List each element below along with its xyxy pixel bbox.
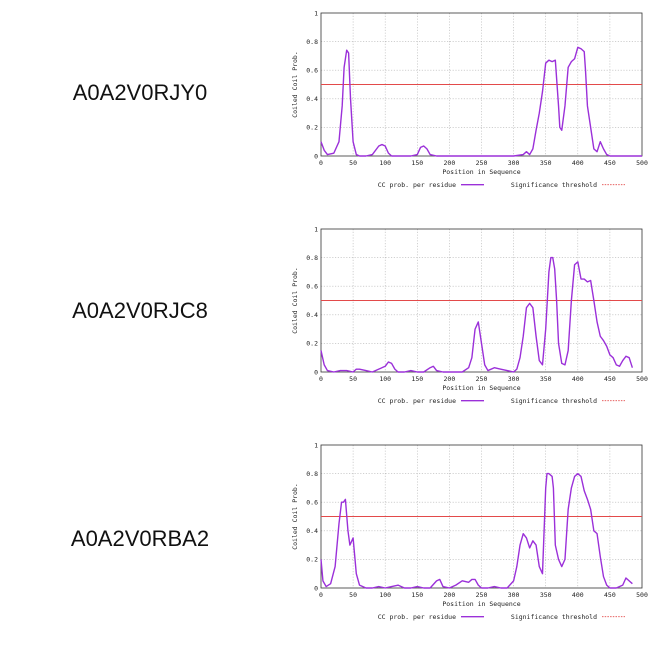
x-tick-label: 450 xyxy=(604,591,616,599)
y-tick-label: 1 xyxy=(314,441,318,449)
legend-label-threshold: Significance threshold xyxy=(511,613,597,621)
y-tick-label: 0 xyxy=(314,368,318,376)
x-tick-label: 250 xyxy=(476,159,488,167)
x-tick-label: 400 xyxy=(572,375,584,383)
x-tick-label: 450 xyxy=(604,159,616,167)
y-axis-title: Coiled Coil Prob. xyxy=(291,483,299,550)
y-tick-label: 0.8 xyxy=(306,254,318,262)
x-tick-label: 0 xyxy=(319,159,323,167)
x-tick-label: 500 xyxy=(636,159,648,167)
coiled-coil-chart: 0 50 100 150 200 250 300 350 400 450 500 0 0.2 0.4 0.6… xyxy=(291,441,648,621)
y-tick-label: 0.2 xyxy=(306,340,318,348)
x-tick-label: 100 xyxy=(379,159,391,167)
x-tick-label: 400 xyxy=(572,591,584,599)
legend-label-cc-prob: CC prob. per residue xyxy=(378,397,456,405)
x-tick-label: 300 xyxy=(508,375,520,383)
y-tick-label: 0.2 xyxy=(306,556,318,564)
legend-label-threshold: Significance threshold xyxy=(511,181,597,189)
x-tick-label: 150 xyxy=(411,159,423,167)
x-tick-label: 150 xyxy=(411,591,423,599)
x-tick-label: 450 xyxy=(604,375,616,383)
x-axis-title: Position in Sequence xyxy=(442,168,520,176)
legend-label-cc-prob: CC prob. per residue xyxy=(378,181,456,189)
x-tick-label: 200 xyxy=(444,375,456,383)
y-axis-title: Coiled Coil Prob. xyxy=(291,267,299,334)
x-tick-label: 150 xyxy=(411,375,423,383)
y-tick-label: 0.6 xyxy=(306,499,318,507)
y-axis-title: Coiled Coil Prob. xyxy=(291,51,299,118)
x-tick-label: 50 xyxy=(349,375,357,383)
chart-panel: A0A2V0RBA2 0 50 100 150 200 250 300 350 400 450 500… xyxy=(0,432,651,648)
x-tick-label: 0 xyxy=(319,591,323,599)
y-tick-label: 0.2 xyxy=(306,124,318,132)
y-tick-label: 0.8 xyxy=(306,38,318,46)
cc-probability-series-line xyxy=(320,46,642,157)
x-tick-label: 350 xyxy=(540,591,552,599)
protein-id-label: A0A2V0RJC8 xyxy=(72,298,208,323)
x-tick-label: 100 xyxy=(379,591,391,599)
cc-probability-series-line xyxy=(320,472,633,589)
y-tick-label: 0.4 xyxy=(306,311,318,319)
x-tick-label: 300 xyxy=(508,591,520,599)
y-tick-label: 0.6 xyxy=(306,283,318,291)
y-tick-label: 0 xyxy=(314,152,318,160)
protein-id-label: A0A2V0RJY0 xyxy=(72,80,208,105)
x-axis-title: Position in Sequence xyxy=(442,600,520,608)
x-tick-label: 400 xyxy=(572,159,584,167)
x-axis-title: Position in Sequence xyxy=(442,384,520,392)
x-tick-label: 100 xyxy=(379,375,391,383)
y-tick-label: 0.4 xyxy=(306,527,318,535)
y-tick-label: 0 xyxy=(314,584,318,592)
x-tick-label: 50 xyxy=(349,159,357,167)
cc-probability-series-line xyxy=(320,256,634,373)
chart-panel: A0A2V0RJC8 0 50 100 150 200 250 300 350 400 450 500… xyxy=(0,216,651,432)
y-tick-label: 1 xyxy=(314,9,318,17)
x-tick-label: 500 xyxy=(636,375,648,383)
y-tick-label: 0.4 xyxy=(306,95,318,103)
y-tick-label: 1 xyxy=(314,225,318,233)
protein-id-label: A0A2V0RBA2 xyxy=(70,526,210,551)
x-tick-label: 300 xyxy=(508,159,520,167)
x-tick-label: 500 xyxy=(636,591,648,599)
x-tick-label: 0 xyxy=(319,375,323,383)
x-tick-label: 200 xyxy=(444,591,456,599)
chart-panel: A0A2V0RJY0 0 50 100 150 200 250 300 350 400 450 500… xyxy=(0,0,651,216)
y-tick-label: 0.6 xyxy=(306,67,318,75)
legend-label-threshold: Significance threshold xyxy=(511,397,597,405)
y-tick-label: 0.8 xyxy=(306,470,318,478)
x-tick-label: 350 xyxy=(540,375,552,383)
x-tick-label: 350 xyxy=(540,159,552,167)
x-tick-label: 200 xyxy=(444,159,456,167)
x-tick-label: 250 xyxy=(476,591,488,599)
coiled-coil-chart: 0 50 100 150 200 250 300 350 400 450 500 0 0.2 0.4 0.6… xyxy=(291,9,648,189)
x-tick-label: 250 xyxy=(476,375,488,383)
coiled-coil-chart: 0 50 100 150 200 250 300 350 400 450 500 0 0.2 0.4 0.6… xyxy=(291,225,648,405)
legend-label-cc-prob: CC prob. per residue xyxy=(378,613,456,621)
x-tick-label: 50 xyxy=(349,591,357,599)
